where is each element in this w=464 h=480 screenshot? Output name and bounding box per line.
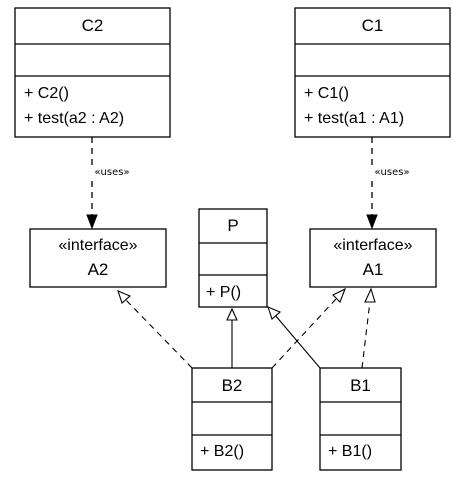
realization-b1-a1 — [361, 287, 376, 369]
class-p-box — [198, 208, 268, 308]
generalization-b2-p-arrowhead — [226, 307, 238, 321]
class-p-name: P — [227, 216, 238, 235]
class-b2-name: B2 — [222, 376, 243, 395]
generalization-b1-p — [267, 306, 321, 369]
interface-a2-box — [29, 228, 167, 288]
class-b2[interactable]: B2 + B2() — [191, 367, 273, 471]
dependency-c1-a1-label-bg — [370, 165, 414, 177]
dependency-c1-a1-label: «uses» — [374, 167, 409, 178]
class-b1-name: B1 — [350, 376, 371, 395]
class-c2-op-test: + test(a2 : A2) — [24, 110, 124, 127]
class-p[interactable]: P + P() — [198, 208, 268, 308]
realization-b1-a1-arrowhead — [364, 287, 376, 303]
dependency-c1-a1: «uses» — [366, 137, 414, 230]
dependency-c2-a2-label: «uses» — [94, 167, 129, 178]
realization-b2-a2-line — [125, 299, 193, 369]
interface-a1-name: A1 — [363, 260, 384, 279]
class-c1-op-test: + test(a1 : A1) — [304, 110, 404, 127]
realization-b2-a1-line — [271, 298, 337, 369]
class-b1-op-constructor: + B1() — [328, 443, 372, 460]
realization-b2-a2 — [117, 290, 193, 369]
generalization-b1-p-line — [274, 314, 321, 369]
interface-a2[interactable]: «interface» A2 — [29, 228, 167, 288]
generalization-b2-p — [226, 307, 238, 368]
dependency-c1-a1-arrowhead — [366, 214, 378, 230]
class-c1-op-constructor: + C1() — [304, 85, 349, 102]
realization-b1-a1-line — [361, 300, 371, 369]
interface-a1[interactable]: «interface» A1 — [309, 228, 437, 288]
class-c2-box — [14, 7, 171, 138]
realization-b2-a1-arrowhead — [332, 287, 347, 303]
class-c2[interactable]: C2 + C2() + test(a2 : A2) — [14, 7, 171, 138]
class-b1[interactable]: B1 + B1() — [319, 367, 402, 471]
class-c2-name: C2 — [82, 16, 104, 35]
class-b2-box — [191, 367, 273, 471]
class-p-op-constructor: + P() — [206, 284, 241, 301]
interface-a1-stereotype: «interface» — [333, 237, 412, 254]
class-c1-box — [294, 7, 451, 138]
class-c1-name: C1 — [362, 16, 384, 35]
interface-a1-box — [309, 228, 437, 288]
interface-a2-stereotype: «interface» — [58, 237, 137, 254]
class-c1[interactable]: C1 + C1() + test(a1 : A1) — [294, 7, 451, 138]
class-b1-box — [319, 367, 402, 471]
class-b2-op-constructor: + B2() — [200, 443, 244, 460]
realization-b2-a1 — [271, 287, 347, 369]
dependency-c2-a2: «uses» — [86, 137, 134, 230]
class-c2-op-constructor: + C2() — [24, 85, 69, 102]
realization-b2-a2-arrowhead — [117, 290, 132, 304]
interface-a2-name: A2 — [88, 260, 109, 279]
generalization-b1-p-arrowhead — [267, 306, 282, 320]
dependency-c2-a2-arrowhead — [86, 214, 98, 230]
dependency-c2-a2-label-bg — [90, 165, 134, 177]
